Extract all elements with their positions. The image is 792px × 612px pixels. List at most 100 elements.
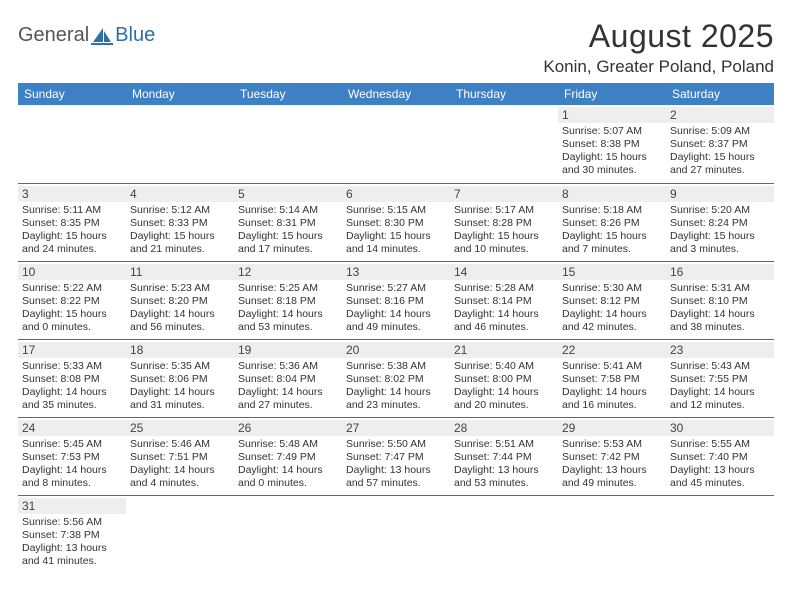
weekday-header-row: Sunday Monday Tuesday Wednesday Thursday… — [18, 83, 774, 105]
day-info: Sunrise: 5:43 AMSunset: 7:55 PMDaylight:… — [670, 360, 770, 413]
day-number: 16 — [666, 264, 774, 280]
calendar-cell: 6Sunrise: 5:15 AMSunset: 8:30 PMDaylight… — [342, 183, 450, 261]
day-info: Sunrise: 5:35 AMSunset: 8:06 PMDaylight:… — [130, 360, 230, 413]
calendar-cell: 13Sunrise: 5:27 AMSunset: 8:16 PMDayligh… — [342, 261, 450, 339]
calendar-cell: 1 Sunrise: 5:07 AMSunset: 8:38 PMDaylight… — [558, 105, 666, 183]
sunset-text: Sunset: 7:49 PM — [238, 451, 338, 464]
day-number: 17 — [18, 342, 126, 358]
day-number: 15 — [558, 264, 666, 280]
day-number: 19 — [234, 342, 342, 358]
sunrise-text: Sunrise: 5:50 AM — [346, 438, 446, 451]
calendar-cell: 25 Sunrise: 5:46 AMSunset: 7:51 PMDayligh… — [126, 417, 234, 495]
daylight-text: Daylight: 15 hours and 10 minutes. — [454, 230, 554, 256]
daylight-text: Daylight: 13 hours and 45 minutes. — [670, 464, 770, 490]
sunrise-text: Sunrise: 5:11 AM — [22, 204, 122, 217]
daylight-text: Daylight: 14 hours and 46 minutes. — [454, 308, 554, 334]
sunrise-text: Sunrise: 5:41 AM — [562, 360, 662, 373]
sunrise-text: Sunrise: 5:07 AM — [562, 125, 662, 138]
sunrise-text: Sunrise: 5:09 AM — [670, 125, 770, 138]
sail-icon — [91, 26, 113, 46]
day-info: Sunrise: 5:25 AMSunset: 8:18 PMDaylight:… — [238, 282, 338, 335]
daylight-text: Daylight: 15 hours and 14 minutes. — [346, 230, 446, 256]
day-info: Sunrise: 5:28 AMSunset: 8:14 PMDaylight:… — [454, 282, 554, 335]
sunrise-text: Sunrise: 5:30 AM — [562, 282, 662, 295]
day-info: Sunrise: 5:18 AMSunset: 8:26 PMDaylight:… — [562, 204, 662, 257]
calendar-cell: 30Sunrise: 5:55 AMSunset: 7:40 PMDayligh… — [666, 417, 774, 495]
sunset-text: Sunset: 8:31 PM — [238, 217, 338, 230]
sunrise-text: Sunrise: 5:38 AM — [346, 360, 446, 373]
sunrise-text: Sunrise: 5:43 AM — [670, 360, 770, 373]
sunrise-text: Sunrise: 5:51 AM — [454, 438, 554, 451]
calendar-table: Sunday Monday Tuesday Wednesday Thursday… — [18, 83, 774, 573]
sunset-text: Sunset: 8:38 PM — [562, 138, 662, 151]
calendar-cell: 4 Sunrise: 5:12 AMSunset: 8:33 PMDaylight… — [126, 183, 234, 261]
day-number: 6 — [342, 186, 450, 202]
day-number: 22 — [558, 342, 666, 358]
day-info: Sunrise: 5:31 AMSunset: 8:10 PMDaylight:… — [670, 282, 770, 335]
day-info: Sunrise: 5:23 AMSunset: 8:20 PMDaylight:… — [130, 282, 230, 335]
daylight-text: Daylight: 14 hours and 8 minutes. — [22, 464, 122, 490]
calendar-cell — [342, 105, 450, 183]
sunset-text: Sunset: 7:38 PM — [22, 529, 122, 542]
calendar-cell: 20Sunrise: 5:38 AMSunset: 8:02 PMDayligh… — [342, 339, 450, 417]
logo: General Blue — [18, 24, 155, 47]
calendar-cell — [234, 495, 342, 573]
sunrise-text: Sunrise: 5:25 AM — [238, 282, 338, 295]
sunset-text: Sunset: 8:00 PM — [454, 373, 554, 386]
day-number: 28 — [450, 420, 558, 436]
weekday-header: Tuesday — [234, 83, 342, 105]
daylight-text: Daylight: 15 hours and 24 minutes. — [22, 230, 122, 256]
calendar-cell: 12 Sunrise: 5:25 AMSunset: 8:18 PMDayligh… — [234, 261, 342, 339]
daylight-text: Daylight: 14 hours and 42 minutes. — [562, 308, 662, 334]
sunrise-text: Sunrise: 5:48 AM — [238, 438, 338, 451]
day-number: 10 — [18, 264, 126, 280]
calendar-cell — [450, 495, 558, 573]
daylight-text: Daylight: 14 hours and 35 minutes. — [22, 386, 122, 412]
calendar-cell: 16 Sunrise: 5:31 AMSunset: 8:10 PMDayligh… — [666, 261, 774, 339]
day-number: 3 — [18, 186, 126, 202]
sunset-text: Sunset: 7:47 PM — [346, 451, 446, 464]
day-number: 2 — [666, 107, 774, 123]
daylight-text: Daylight: 15 hours and 3 minutes. — [670, 230, 770, 256]
calendar-cell — [234, 105, 342, 183]
day-number: 21 — [450, 342, 558, 358]
calendar-cell: 9Sunrise: 5:20 AMSunset: 8:24 PMDaylight… — [666, 183, 774, 261]
calendar-cell: 3Sunrise: 5:11 AMSunset: 8:35 PMDaylight… — [18, 183, 126, 261]
daylight-text: Daylight: 15 hours and 17 minutes. — [238, 230, 338, 256]
calendar-cell: 18Sunrise: 5:35 AMSunset: 8:06 PMDayligh… — [126, 339, 234, 417]
day-info: Sunrise: 5:07 AMSunset: 8:38 PMDaylight:… — [562, 125, 662, 178]
daylight-text: Daylight: 14 hours and 16 minutes. — [562, 386, 662, 412]
location: Konin, Greater Poland, Poland — [543, 57, 774, 77]
sunrise-text: Sunrise: 5:12 AM — [130, 204, 230, 217]
calendar-row: 24 Sunrise: 5:45 AMSunset: 7:53 PMDayligh… — [18, 417, 774, 495]
sunset-text: Sunset: 7:44 PM — [454, 451, 554, 464]
month-title: August 2025 — [543, 18, 774, 55]
daylight-text: Daylight: 14 hours and 53 minutes. — [238, 308, 338, 334]
calendar-cell: 28Sunrise: 5:51 AMSunset: 7:44 PMDayligh… — [450, 417, 558, 495]
daylight-text: Daylight: 14 hours and 0 minutes. — [238, 464, 338, 490]
day-number: 5 — [234, 186, 342, 202]
day-info: Sunrise: 5:12 AMSunset: 8:33 PMDaylight:… — [130, 204, 230, 257]
daylight-text: Daylight: 13 hours and 41 minutes. — [22, 542, 122, 568]
calendar-cell: 14Sunrise: 5:28 AMSunset: 8:14 PMDayligh… — [450, 261, 558, 339]
day-info: Sunrise: 5:46 AMSunset: 7:51 PMDaylight:… — [130, 438, 230, 491]
day-info: Sunrise: 5:38 AMSunset: 8:02 PMDaylight:… — [346, 360, 446, 413]
day-number: 1 — [558, 107, 666, 123]
sunrise-text: Sunrise: 5:14 AM — [238, 204, 338, 217]
day-info: Sunrise: 5:45 AMSunset: 7:53 PMDaylight:… — [22, 438, 122, 491]
daylight-text: Daylight: 15 hours and 27 minutes. — [670, 151, 770, 177]
day-number: 12 — [234, 264, 342, 280]
day-number: 25 — [126, 420, 234, 436]
sunrise-text: Sunrise: 5:35 AM — [130, 360, 230, 373]
day-number: 24 — [18, 420, 126, 436]
sunset-text: Sunset: 7:55 PM — [670, 373, 770, 386]
day-number: 23 — [666, 342, 774, 358]
sunset-text: Sunset: 8:20 PM — [130, 295, 230, 308]
sunrise-text: Sunrise: 5:45 AM — [22, 438, 122, 451]
sunrise-text: Sunrise: 5:46 AM — [130, 438, 230, 451]
daylight-text: Daylight: 14 hours and 49 minutes. — [346, 308, 446, 334]
day-info: Sunrise: 5:27 AMSunset: 8:16 PMDaylight:… — [346, 282, 446, 335]
day-number: 4 — [126, 186, 234, 202]
calendar-cell: 19Sunrise: 5:36 AMSunset: 8:04 PMDayligh… — [234, 339, 342, 417]
sunset-text: Sunset: 8:18 PM — [238, 295, 338, 308]
